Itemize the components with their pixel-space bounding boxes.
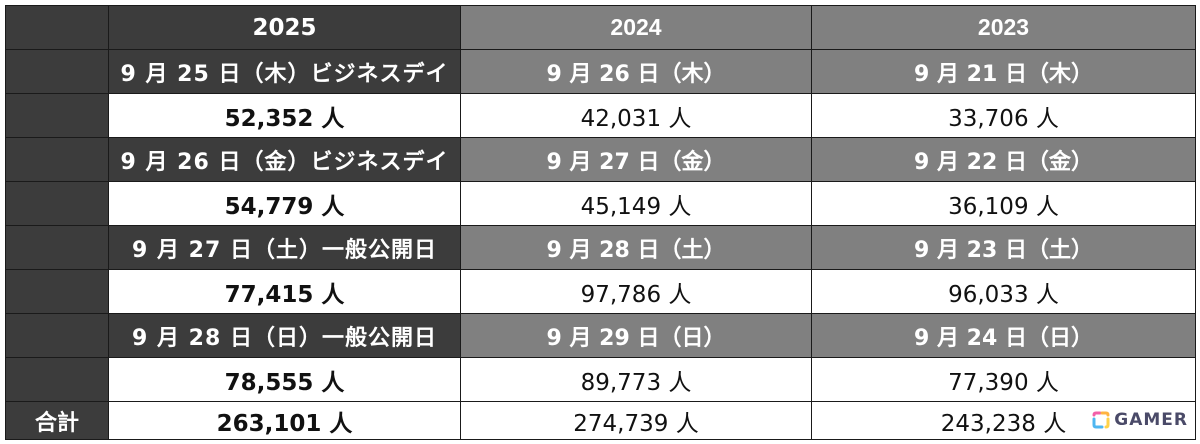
value-cell-2024: 42,031 人 <box>460 93 812 138</box>
value-row-day1: 52,352 人 42,031 人 33,706 人 <box>5 93 1196 138</box>
year-header-2023: 2023 <box>811 5 1196 50</box>
date-cell-2024: 9 月 27 日（金） <box>460 137 812 182</box>
attendance-table: 2025 2024 2023 9 月 25 日（木）ビジネスデイ 9 月 26 … <box>5 5 1196 440</box>
year-header-2025: 2025 <box>108 5 461 50</box>
gamer-logo-text: GAMER <box>1114 410 1188 430</box>
value-cell-2023: 36,109 人 <box>811 181 1196 226</box>
date-cell-2025: 9 月 28 日（日）一般公開日 <box>108 313 461 358</box>
date-cell-2023: 9 月 21 日（木） <box>811 49 1196 94</box>
value-cell-2025: 54,779 人 <box>108 181 461 226</box>
date-cell-2024: 9 月 26 日（木） <box>460 49 812 94</box>
value-cell-2024: 97,786 人 <box>460 269 812 314</box>
total-label: 合計 <box>5 401 109 440</box>
row-label-cell <box>5 357 109 402</box>
date-row-day3: 9 月 27 日（土）一般公開日 9 月 28 日（土） 9 月 23 日（土） <box>5 225 1196 270</box>
value-cell-2024: 45,149 人 <box>460 181 812 226</box>
value-cell-2023: 33,706 人 <box>811 93 1196 138</box>
value-cell-2023: 96,033 人 <box>811 269 1196 314</box>
row-label-cell <box>5 269 109 314</box>
date-cell-2025: 9 月 26 日（金）ビジネスデイ <box>108 137 461 182</box>
total-cell-2025: 263,101 人 <box>108 401 461 440</box>
gamer-logo-icon <box>1092 411 1110 429</box>
value-cell-2025: 78,555 人 <box>108 357 461 402</box>
date-cell-2024: 9 月 29 日（日） <box>460 313 812 358</box>
value-row-day3: 77,415 人 97,786 人 96,033 人 <box>5 269 1196 314</box>
date-cell-2025: 9 月 27 日（土）一般公開日 <box>108 225 461 270</box>
row-label-cell <box>5 49 109 94</box>
date-row-day1: 9 月 25 日（木）ビジネスデイ 9 月 26 日（木） 9 月 21 日（木… <box>5 49 1196 94</box>
date-cell-2023: 9 月 22 日（金） <box>811 137 1196 182</box>
date-cell-2024: 9 月 28 日（土） <box>460 225 812 270</box>
date-row-day2: 9 月 26 日（金）ビジネスデイ 9 月 27 日（金） 9 月 22 日（金… <box>5 137 1196 182</box>
row-label-cell <box>5 181 109 226</box>
value-cell-2025: 77,415 人 <box>108 269 461 314</box>
year-header-row: 2025 2024 2023 <box>5 5 1196 50</box>
total-row: 合計 263,101 人 274,739 人 243,238 人 <box>5 401 1196 440</box>
corner-cell <box>5 5 109 50</box>
row-label-cell <box>5 225 109 270</box>
value-cell-2024: 89,773 人 <box>460 357 812 402</box>
date-cell-2025: 9 月 25 日（木）ビジネスデイ <box>108 49 461 94</box>
value-row-day2: 54,779 人 45,149 人 36,109 人 <box>5 181 1196 226</box>
date-cell-2023: 9 月 24 日（日） <box>811 313 1196 358</box>
value-cell-2023: 77,390 人 <box>811 357 1196 402</box>
row-label-cell <box>5 137 109 182</box>
value-row-day4: 78,555 人 89,773 人 77,390 人 <box>5 357 1196 402</box>
date-cell-2023: 9 月 23 日（土） <box>811 225 1196 270</box>
gamer-watermark: GAMER <box>1090 410 1190 430</box>
value-cell-2025: 52,352 人 <box>108 93 461 138</box>
row-label-cell <box>5 313 109 358</box>
year-header-2024: 2024 <box>460 5 812 50</box>
total-cell-2024: 274,739 人 <box>460 401 812 440</box>
row-label-cell <box>5 93 109 138</box>
date-row-day4: 9 月 28 日（日）一般公開日 9 月 29 日（日） 9 月 24 日（日） <box>5 313 1196 358</box>
